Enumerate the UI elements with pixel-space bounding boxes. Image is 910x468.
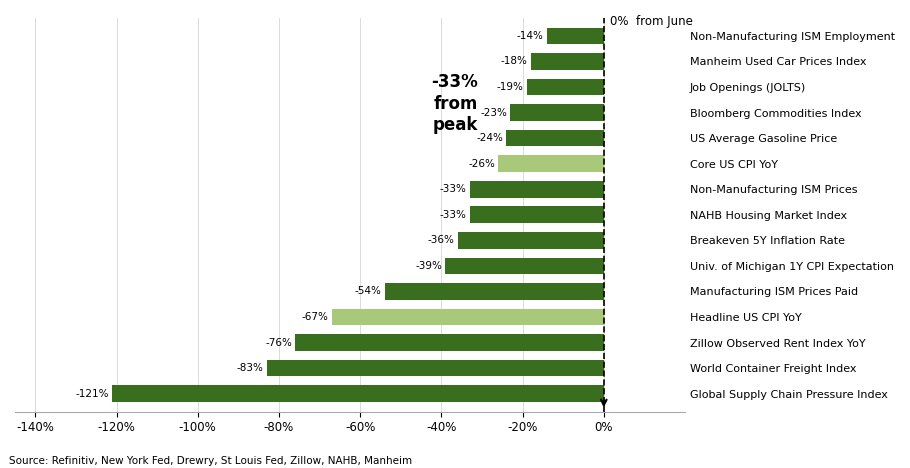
Bar [113,385,604,402]
Text: -121%: -121% [76,388,109,399]
Bar [295,334,604,351]
Text: -18%: -18% [501,57,528,66]
Text: -83%: -83% [237,363,264,373]
Text: -36%: -36% [428,235,454,245]
Text: Source: Refinitiv, New York Fed, Drewry, St Louis Fed, Zillow, NAHB, Manheim: Source: Refinitiv, New York Fed, Drewry,… [9,456,412,466]
Text: -26%: -26% [468,159,495,168]
Bar [445,257,604,274]
Bar [332,309,604,325]
Text: -14%: -14% [517,31,543,41]
Text: -67%: -67% [301,312,329,322]
Bar [527,79,604,95]
Bar [498,155,604,172]
Bar [470,181,604,197]
Bar [385,283,604,300]
Bar [547,28,604,44]
Text: -19%: -19% [497,82,523,92]
Bar [470,206,604,223]
Text: peak: peak [432,117,478,134]
Text: -76%: -76% [265,337,292,348]
Bar [511,104,604,121]
Text: -39%: -39% [415,261,442,271]
Bar [267,360,604,376]
Text: -33%: -33% [440,184,467,194]
Text: -23%: -23% [480,108,507,117]
Text: -33%: -33% [440,210,467,220]
Bar [506,130,604,146]
Text: from: from [433,95,478,113]
Bar [458,232,604,249]
Text: -54%: -54% [354,286,381,296]
Text: -24%: -24% [476,133,503,143]
Text: 0%  from June: 0% from June [610,15,693,29]
Bar [531,53,604,70]
Text: -33%: -33% [431,73,478,91]
